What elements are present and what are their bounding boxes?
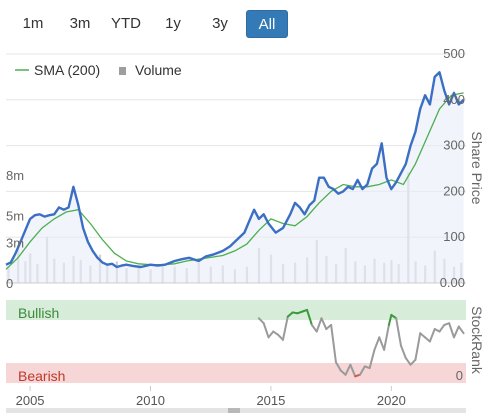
stockrank-segment: [452, 325, 460, 339]
x-tick-label: 2020: [377, 393, 406, 408]
range-selector: 1m 3m YTD 1y 3y All: [0, 0, 494, 48]
stockrank-segment: [349, 363, 357, 378]
stockrank-segment: [373, 336, 381, 351]
stockrank-segment: [419, 332, 427, 339]
stockrank-segment: [330, 323, 337, 364]
stockrank-segment: [409, 358, 417, 366]
stockrank-segment: [339, 369, 347, 376]
stockrank-segment: [399, 344, 407, 360]
stockrank-segment: [414, 332, 422, 361]
range-button-1y[interactable]: 1y: [165, 15, 181, 32]
volume-tick-label: 5m: [6, 209, 24, 224]
stockrank-segment: [257, 317, 265, 325]
stockrank-segment: [383, 323, 390, 351]
volume-tick-label: 8m: [6, 168, 24, 183]
stockrank-segment: [457, 325, 465, 335]
legend-sma-label: SMA (200): [34, 62, 100, 78]
stockrank-segment: [438, 323, 446, 333]
range-button-1m[interactable]: 1m: [22, 15, 44, 32]
price-tick-label: 100: [443, 229, 465, 244]
price-area: [6, 72, 464, 283]
price-tick-label: 300: [443, 138, 465, 153]
bearish-band: [6, 363, 466, 383]
stockrank-segment: [334, 361, 342, 372]
price-tick-label: 400: [443, 92, 465, 107]
navigator-handle: [228, 408, 240, 413]
stockrank-segment: [395, 317, 402, 347]
volume-tick-label: 0: [6, 276, 13, 291]
stockrank-segment: [404, 357, 412, 366]
stockrank-segment: [448, 322, 455, 339]
x-tick-label: 2010: [136, 393, 165, 408]
stockrank-segment: [387, 313, 393, 326]
x-tick-label: 2015: [256, 393, 285, 408]
stockrank-segment: [378, 336, 386, 351]
stockrank-segment: [359, 365, 366, 376]
bullish-band: [6, 300, 466, 320]
price-line: [5, 71, 465, 269]
stockrank-segment: [310, 323, 318, 333]
bullish-label: Bullish: [18, 305, 59, 321]
stockrank-segment: [428, 328, 436, 343]
price-tick-label: 500: [443, 46, 465, 61]
stockrank-segment: [344, 363, 352, 376]
volume-tick-label: 3m: [6, 236, 24, 251]
stockrank-segment: [306, 308, 313, 326]
stockrank-segment: [267, 330, 275, 339]
range-button-ytd[interactable]: YTD: [111, 15, 141, 32]
range-button-3y[interactable]: 3y: [212, 15, 228, 32]
legend-volume-label: Volume: [135, 62, 182, 78]
stockrank-segment: [368, 348, 376, 370]
stockrank-segment: [320, 317, 328, 331]
price-tick-label: 200: [443, 183, 465, 198]
stockrank-segment: [315, 317, 323, 333]
price-axis-title: Share Price: [469, 131, 485, 204]
range-button-all[interactable]: All: [246, 10, 288, 38]
range-button-3m[interactable]: 3m: [69, 15, 91, 32]
stockrank-segment: [262, 322, 270, 339]
bearish-label: Bearish: [18, 368, 65, 384]
stockrank-segment: [281, 315, 289, 341]
stockrank-segment: [286, 311, 294, 318]
x-tick-label: 2005: [16, 393, 45, 408]
price-tick-label: 0.00: [440, 275, 465, 290]
stockrank-axis-title: StockRank: [469, 306, 485, 375]
stockrank-tick-label: 0: [456, 368, 463, 383]
legend-volume-swatch: [119, 67, 126, 75]
